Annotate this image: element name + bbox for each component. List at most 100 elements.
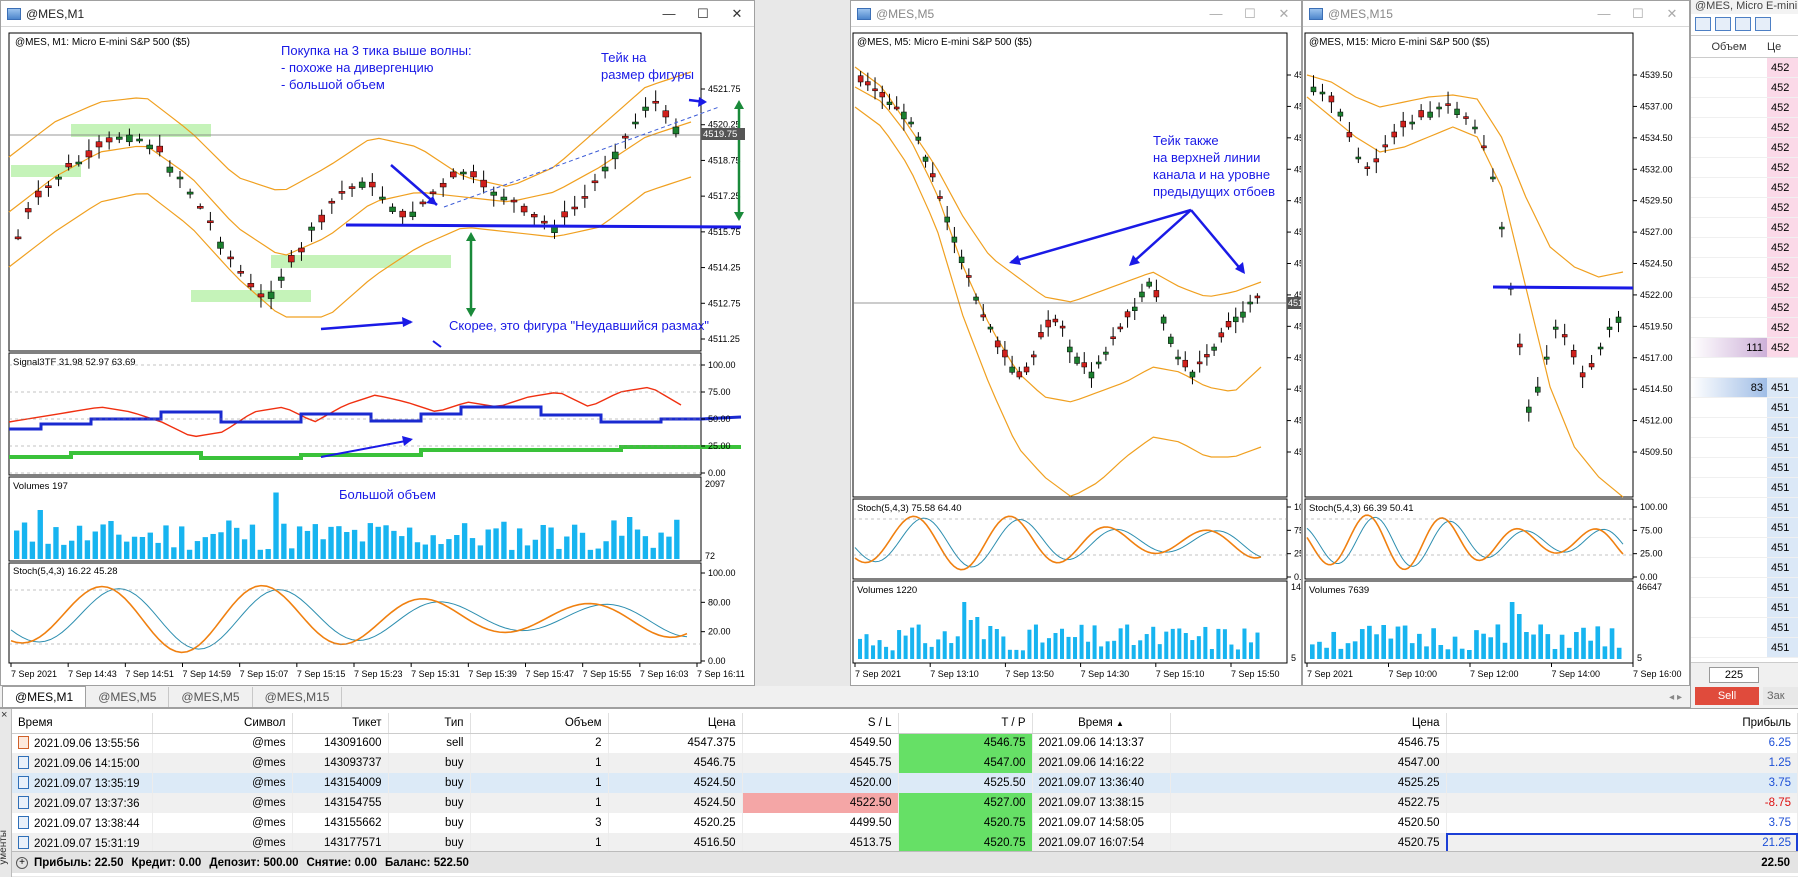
tab-scroll-arrows[interactable]: ◂ ▸ [1669, 692, 1682, 703]
volume-bar [1046, 638, 1051, 659]
col-close-price[interactable]: Цена [1170, 713, 1447, 734]
arrow-head [426, 196, 437, 205]
time-tick-label: 7 Sep 15:55 [583, 669, 632, 679]
col-close-time[interactable]: Время ▲ [1032, 713, 1171, 734]
depth-row[interactable]: 111 452 [1691, 338, 1798, 358]
depth-row[interactable]: 83 451 [1691, 378, 1798, 398]
col-type[interactable]: Тип [388, 713, 471, 734]
depth-row[interactable]: 452 [1691, 318, 1798, 338]
depth-row[interactable]: 451 [1691, 458, 1798, 478]
col-tp[interactable]: T / P [898, 713, 1033, 734]
depth-row[interactable]: 451 [1691, 398, 1798, 418]
col-time[interactable]: Время [12, 713, 153, 734]
tab-mes-m5-2[interactable]: @MES,M5 [169, 687, 253, 707]
tab-mes-m15[interactable]: @MES,M15 [253, 687, 343, 707]
depth-row[interactable]: 451 [1691, 538, 1798, 558]
stoch-label: Stoch(5,4,3) 66.39 50.41 [1309, 503, 1414, 514]
restore-button[interactable]: ☐ [1632, 5, 1644, 21]
table-row[interactable]: 2021.09.06 13:55:56 @mes 143091600 sell 2 454… [12, 733, 1798, 753]
table-row[interactable]: 2021.09.07 15:31:19 @mes 143177571 buy 1 4516… [12, 833, 1798, 853]
depth-row[interactable]: 452 [1691, 138, 1798, 158]
depth-row[interactable]: 452 [1691, 258, 1798, 278]
chart-canvas-m1[interactable]: 4521.75 4520.25 4518.75 4517.25 4515.75 4514.… [1, 27, 754, 685]
window-titlebar[interactable]: @MES,M15 — ☐ ✕ [1303, 1, 1689, 27]
depth-row[interactable]: 451 [1691, 638, 1798, 658]
depth-row[interactable]: 452 [1691, 158, 1798, 178]
volume-bar [1431, 628, 1436, 659]
col-volume[interactable]: Объем [470, 713, 609, 734]
depth-volume [1691, 218, 1767, 237]
chart-window-m1[interactable]: @MES,M1 — ☐ ✕ 4521.75 4520.25 4518.75 4517.… [0, 0, 755, 686]
restore-button[interactable]: ☐ [1244, 5, 1256, 21]
volume-bar [1359, 629, 1365, 659]
depth-row[interactable]: 452 [1691, 58, 1798, 78]
chart-icon[interactable] [1695, 17, 1711, 31]
depth-row[interactable]: 451 [1691, 418, 1798, 438]
table-row[interactable]: 2021.09.06 14:15:00 @mes 143093737 buy 1 4546… [12, 753, 1798, 773]
col-sl[interactable]: S / L [742, 713, 899, 734]
market-depth-panel[interactable]: @MES, Micro E-mini S Объем Це 452 452 452 4… [1690, 0, 1798, 708]
tab-mes-m1[interactable]: @MES,M1 [2, 686, 87, 707]
depth-price: 452 [1767, 238, 1798, 257]
chart-canvas-m15[interactable]: @MES, M15: Micro E-mini S&P 500 ($5) 453… [1303, 27, 1689, 685]
depth-row[interactable]: 452 [1691, 298, 1798, 318]
depth-row[interactable]: 452 [1691, 118, 1798, 138]
depth-row[interactable]: 451 [1691, 578, 1798, 598]
candle [1175, 356, 1181, 360]
depth-row[interactable] [1691, 358, 1798, 378]
table-row[interactable]: 2021.09.07 13:37:36 @mes 143154755 buy 1 4524… [12, 793, 1798, 813]
close-position-button[interactable]: Зак [1763, 687, 1798, 705]
volume-bar [1157, 644, 1162, 659]
axis-tick-label: 4518.25 [1294, 321, 1301, 331]
volume-bar [399, 536, 405, 559]
minimize-button[interactable]: — [662, 5, 676, 21]
chart-canvas-m5[interactable]: @MES, M5: Micro E-mini S&P 500 ($5) 4536… [851, 27, 1301, 685]
minimize-button[interactable]: — [1209, 5, 1223, 21]
chart-window-m5[interactable]: @MES,M5 — ☐ ✕ @MES, M5: Micro E-mini S&P… [850, 0, 1302, 686]
volume-bar [249, 524, 256, 559]
volume-bar [304, 530, 311, 559]
depth-row[interactable]: 452 [1691, 238, 1798, 258]
volume-bar [147, 532, 153, 559]
depth-row[interactable]: 451 [1691, 618, 1798, 638]
depth-row[interactable]: 451 [1691, 558, 1798, 578]
close-button[interactable]: ✕ [1666, 5, 1678, 21]
table-icon[interactable] [1715, 17, 1731, 31]
lot-input[interactable]: 225 [1709, 667, 1759, 683]
copy-icon[interactable] [1735, 17, 1751, 31]
depth-row[interactable]: 452 [1691, 198, 1798, 218]
chart-window-m15[interactable]: @MES,M15 — ☐ ✕ @MES, M15: Micro E-mini S… [1302, 0, 1690, 686]
depth-row[interactable]: 452 [1691, 98, 1798, 118]
depth-row[interactable]: 452 [1691, 278, 1798, 298]
volume-bar [1324, 647, 1329, 659]
close-icon[interactable]: × [1, 709, 8, 721]
restore-button[interactable]: ☐ [697, 5, 709, 21]
table-row[interactable]: 2021.09.07 13:35:19 @mes 143154009 buy 1 4524… [12, 773, 1798, 793]
depth-row[interactable]: 451 [1691, 438, 1798, 458]
depth-row[interactable]: 452 [1691, 178, 1798, 198]
stoch-label: Stoch(5,4,3) 16.22 45.28 [13, 566, 118, 577]
window-titlebar[interactable]: @MES,M5 — ☐ ✕ [851, 1, 1301, 27]
close-button[interactable]: ✕ [1278, 5, 1290, 21]
candle [857, 75, 864, 83]
volumes-max-tick: 14614 [1291, 582, 1301, 592]
depth-row[interactable]: 451 [1691, 478, 1798, 498]
tab-mes-m5[interactable]: @MES,M5 [86, 687, 170, 707]
col-symbol[interactable]: Символ [152, 713, 293, 734]
minimize-button[interactable]: — [1597, 5, 1611, 21]
depth-row[interactable]: 452 [1691, 218, 1798, 238]
table-row[interactable]: 2021.09.07 13:38:44 @mes 143155662 buy 3 4520… [12, 813, 1798, 833]
list-icon[interactable] [1755, 17, 1771, 31]
window-titlebar[interactable]: @MES,M1 — ☐ ✕ [1, 1, 754, 27]
close-button[interactable]: ✕ [731, 5, 743, 21]
candle [1436, 106, 1442, 110]
col-ticket[interactable]: Тикет [292, 713, 389, 734]
col-profit[interactable]: Прибыль [1446, 713, 1798, 734]
depth-row[interactable]: 451 [1691, 498, 1798, 518]
depth-row[interactable]: 451 [1691, 518, 1798, 538]
depth-row[interactable]: 451 [1691, 598, 1798, 618]
sell-button[interactable]: Sell [1695, 687, 1759, 705]
expand-icon[interactable]: + [16, 856, 28, 869]
depth-row[interactable]: 452 [1691, 78, 1798, 98]
col-price[interactable]: Цена [608, 713, 743, 734]
